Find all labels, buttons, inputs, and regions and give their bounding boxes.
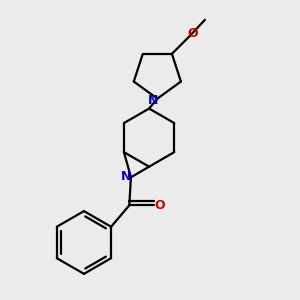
Text: N: N xyxy=(148,94,158,107)
Text: O: O xyxy=(188,27,198,40)
Text: O: O xyxy=(155,199,165,212)
Text: N: N xyxy=(121,170,131,183)
